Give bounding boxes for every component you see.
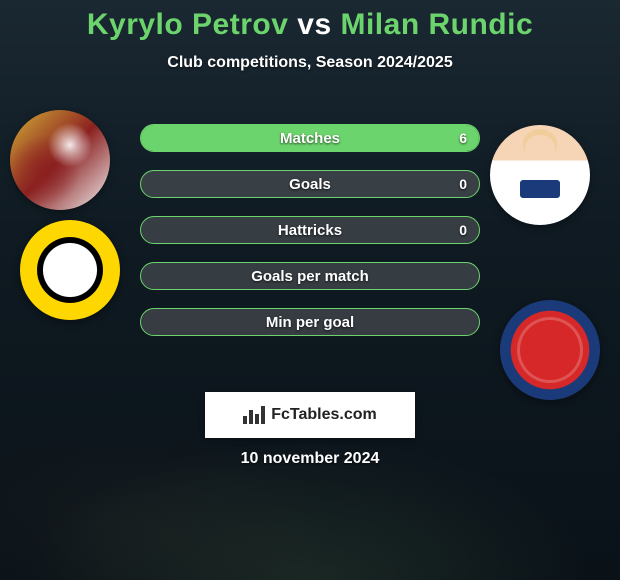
date-text: 10 november 2024	[0, 450, 620, 468]
stats-bars: Matches 6 Goals 0 Hattricks 0 Goals per …	[140, 124, 480, 354]
stat-label: Matches	[141, 125, 479, 151]
title-player2: Milan Rundic	[340, 8, 533, 41]
player2-club-logo	[500, 300, 600, 400]
page-title: Kyrylo Petrov vs Milan Rundic	[0, 0, 620, 42]
stat-row-goals-per-match: Goals per match	[140, 262, 480, 290]
watermark-box: FcTables.com	[205, 392, 415, 438]
stat-row-hattricks: Hattricks 0	[140, 216, 480, 244]
brand-text: FcTables.com	[271, 406, 377, 424]
subtitle: Club competitions, Season 2024/2025	[0, 54, 620, 72]
stat-row-min-per-goal: Min per goal	[140, 308, 480, 336]
stat-row-goals: Goals 0	[140, 170, 480, 198]
title-player1: Kyrylo Petrov	[87, 8, 289, 41]
stat-value-right: 6	[459, 125, 467, 151]
stat-label: Min per goal	[141, 309, 479, 335]
title-vs: vs	[297, 8, 331, 41]
bar-chart-icon	[243, 406, 265, 424]
stat-label: Goals	[141, 171, 479, 197]
player1-club-logo	[20, 220, 120, 320]
stat-label: Hattricks	[141, 217, 479, 243]
player2-avatar	[490, 125, 590, 225]
stat-label: Goals per match	[141, 263, 479, 289]
crown-icon	[50, 254, 90, 284]
stat-value-right: 0	[459, 217, 467, 243]
player1-avatar	[10, 110, 110, 210]
stat-value-right: 0	[459, 171, 467, 197]
stat-row-matches: Matches 6	[140, 124, 480, 152]
content-root: Kyrylo Petrov vs Milan Rundic Club compe…	[0, 0, 620, 580]
